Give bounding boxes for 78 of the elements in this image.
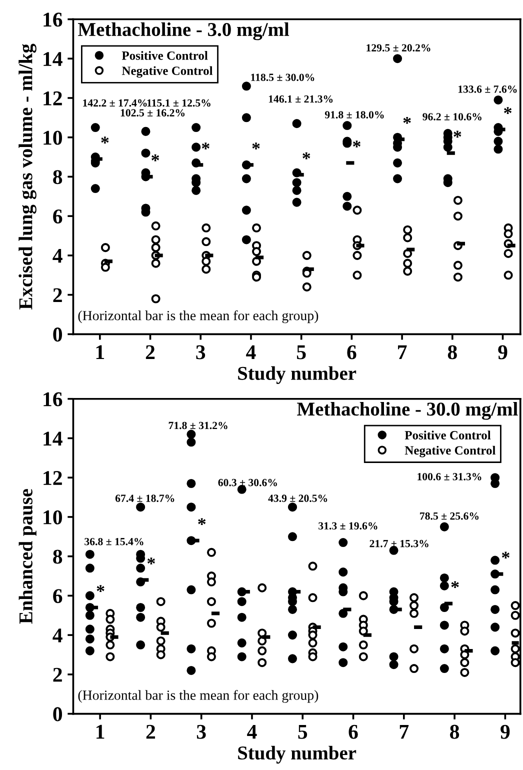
y-tick-label: 8: [53, 550, 62, 564]
annotation: 146.1 ± 21.3%: [268, 95, 333, 103]
x-tick-label: 7: [398, 345, 407, 360]
x-tick-label: 8: [448, 345, 457, 360]
x-tick-label: 1: [96, 345, 104, 360]
y-tick-label: 0: [53, 328, 62, 342]
annotation: *: [504, 107, 512, 114]
y-tick-label: 4: [52, 248, 62, 263]
y-tick-label: 10: [44, 510, 62, 524]
x-tick-label: 3: [196, 345, 206, 360]
annotation: 96.2 ± 10.6%: [422, 113, 482, 120]
legend-label: Positive Control: [122, 51, 208, 60]
y-tick-label: 14: [44, 432, 62, 446]
chart-title: Methacholine - 30.0 mg/ml: [297, 402, 518, 420]
legend-label: Negative Control: [404, 446, 496, 458]
annotation: 100.6 ± 31.3%: [418, 472, 482, 480]
annotation: 36.8 ± 15.4%: [84, 538, 144, 546]
annotation: *: [451, 581, 459, 588]
x-tick-label: 2: [146, 724, 156, 739]
annotation: 31.3 ± 19.6%: [318, 522, 378, 530]
annotation: 78.5 ± 25.6%: [420, 512, 479, 520]
annotation: 71.8 ± 31.2%: [168, 422, 228, 430]
y-tick-label: 4: [52, 628, 62, 642]
annotation: *: [502, 552, 510, 559]
legend-label: Negative Control: [122, 66, 213, 78]
annotation: (Horizontal bar is the mean for each group): [78, 690, 318, 703]
annotation: 43.9 ± 20.5%: [268, 494, 328, 502]
annotation: *: [302, 152, 310, 160]
y-axis-title: Enhanced pause: [18, 489, 36, 624]
y-tick-label: 12: [44, 91, 62, 106]
annotation: *: [198, 518, 206, 526]
x-tick-label: 5: [298, 725, 308, 739]
annotation: 67.4 ± 18.7%: [115, 494, 174, 502]
x-tick-label: 3: [196, 724, 206, 739]
x-axis-title: Study number: [238, 746, 356, 764]
y-tick-label: 8: [53, 170, 62, 184]
x-tick-label: 9: [500, 724, 510, 739]
y-tick-label: 16: [44, 12, 62, 27]
y-tick-label: 6: [53, 589, 62, 604]
annotation: *: [147, 558, 155, 564]
x-tick-label: 7: [400, 725, 409, 739]
annotation: *: [252, 142, 260, 150]
annotation: (Horizontal bar is the mean for each group): [78, 310, 318, 324]
annotation: 115.1 ± 12.5%: [147, 99, 210, 107]
annotation: 142.2 ± 17.4%: [83, 99, 147, 107]
annotation: 91.8 ± 18.0%: [324, 111, 384, 118]
y-tick-label: 2: [53, 288, 62, 302]
y-tick-label: 6: [53, 210, 62, 224]
x-tick-label: 6: [348, 724, 358, 739]
annotation: *: [96, 585, 104, 592]
x-tick-label: 1: [96, 724, 104, 739]
annotation: *: [403, 116, 411, 124]
annotation: *: [352, 140, 360, 148]
x-tick-label: 4: [247, 724, 257, 739]
annotation: *: [101, 136, 109, 144]
x-tick-label: 2: [146, 345, 155, 360]
annotation: 102.5 ± 16.2%: [120, 109, 185, 116]
annotation: 129.5 ± 20.2%: [366, 44, 430, 52]
chart-title: Methacholine - 3.0 mg/ml: [78, 22, 290, 40]
y-tick-label: 12: [44, 471, 62, 485]
x-axis-title: Study number: [238, 366, 356, 384]
legend-label: Positive Control: [404, 430, 491, 440]
y-tick-label: 16: [44, 392, 62, 406]
y-tick-label: 2: [53, 668, 62, 682]
annotation: *: [454, 130, 462, 138]
y-axis-title: Excised lung gas volume - ml/kg: [18, 44, 36, 310]
x-tick-label: 9: [498, 345, 508, 360]
annotation: 133.6 ± 7.6%: [458, 86, 517, 93]
y-tick-label: 14: [44, 52, 62, 66]
annotation: *: [152, 154, 160, 162]
annotation: 118.5 ± 30.0%: [251, 74, 314, 82]
x-tick-label: 5: [296, 345, 306, 360]
annotation: *: [202, 142, 210, 150]
x-tick-label: 6: [347, 345, 356, 360]
y-tick-label: 0: [53, 707, 62, 722]
x-tick-label: 4: [246, 345, 256, 360]
x-tick-label: 8: [450, 724, 460, 739]
y-tick-label: 10: [44, 130, 62, 145]
